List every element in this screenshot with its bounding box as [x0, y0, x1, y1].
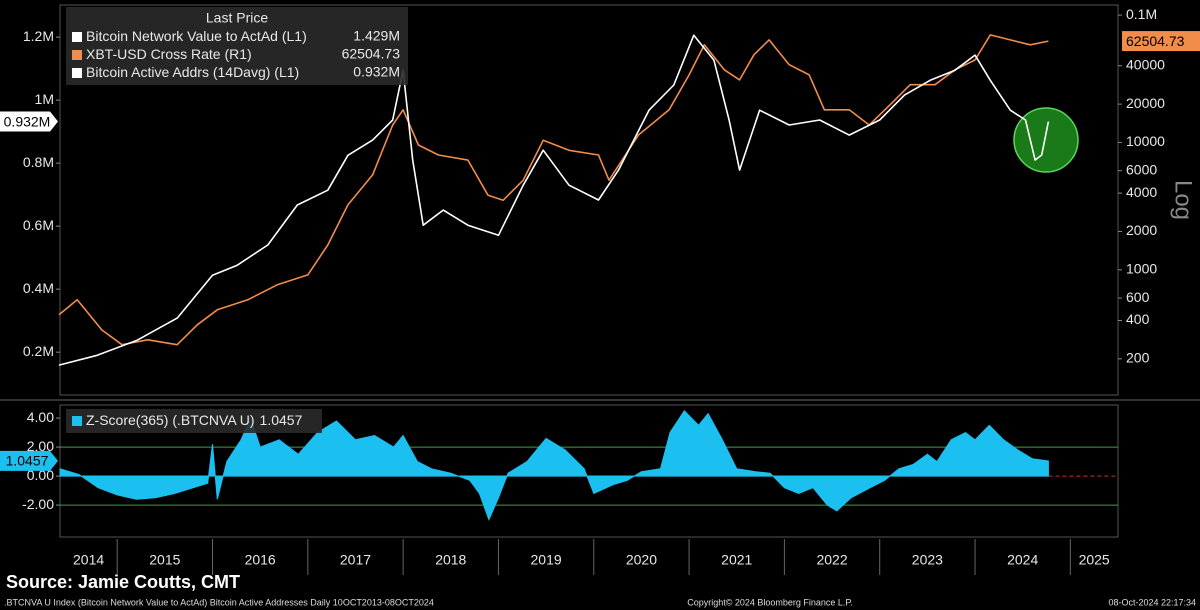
legend-swatch — [72, 32, 82, 42]
x-tick-label: 2017 — [340, 552, 371, 568]
timestamp: 08-Oct-2024 22:17:34 — [1108, 597, 1196, 607]
top-panel-frame — [59, 4, 1119, 396]
x-tick-label: 2020 — [626, 552, 657, 568]
y2-tick-label: 6000 — [1126, 161, 1157, 177]
legend-value: 62504.73 — [342, 46, 401, 62]
y-tick-label: 1M — [35, 91, 54, 107]
y2-tick-label: 0.1M — [1126, 6, 1157, 22]
y-tick-label: 2.00 — [27, 438, 54, 454]
y-tick-label: 0.8M — [23, 154, 54, 170]
y2-tick-label: 600 — [1126, 289, 1150, 305]
y-tick-label: -2.00 — [22, 496, 54, 512]
x-tick-label: 2018 — [435, 552, 466, 568]
legend-entry: XBT-USD Cross Rate (R1) — [86, 46, 252, 62]
x-tick-label: 2016 — [245, 552, 276, 568]
x-tick-label: 2024 — [1007, 552, 1038, 568]
source: Source: Jamie Coutts, CMT — [6, 572, 240, 592]
legend-name: XBT-USD Cross Rate (R1) — [86, 46, 252, 62]
last-value-label: 1.0457 — [6, 453, 49, 469]
legend-value: 0.932M — [353, 64, 400, 80]
legend-swatch — [72, 68, 82, 78]
legend-value: 1.429M — [353, 28, 400, 44]
last-value-box — [1122, 31, 1200, 52]
x-tick-label: 2014 — [73, 552, 104, 568]
legend-swatch — [72, 50, 82, 60]
series-line — [58, 34, 1049, 346]
x-tick-label: 2025 — [1079, 552, 1110, 568]
y2-tick-label: 40000 — [1126, 56, 1165, 72]
legend-name: Bitcoin Active Addrs (14Davg) (L1) — [86, 64, 299, 80]
last-value-box — [0, 111, 58, 132]
legend-value: 1.0457 — [260, 412, 303, 428]
x-tick-label: 2023 — [912, 552, 943, 568]
legend-box — [66, 7, 408, 85]
legend-swatch — [72, 416, 82, 426]
legend-name: Bitcoin Network Value to ActAd (L1) — [86, 28, 307, 44]
legend-entry: Bitcoin Network Value to ActAd (L1) — [86, 28, 307, 44]
description: .BTCNVA U Index (Bitcoin Network Value t… — [4, 597, 434, 607]
x-tick-label: 2019 — [531, 552, 562, 568]
last-value-box — [0, 450, 58, 471]
legend-entry: Bitcoin Active Addrs (14Davg) (L1) — [86, 64, 299, 80]
log-label: Log — [1170, 180, 1197, 220]
series-area — [59, 410, 1049, 521]
y-tick-label: 4.00 — [27, 409, 54, 425]
last-value-label: 62504.73 — [1126, 33, 1185, 49]
series-line — [58, 34, 1050, 366]
x-tick-label: 2015 — [149, 552, 180, 568]
x-tick-label: 2022 — [816, 552, 847, 568]
y2-tick-label: 20000 — [1126, 95, 1165, 111]
highlight-circle — [1013, 107, 1079, 173]
y-tick-label: 0.4M — [23, 280, 54, 296]
legend-name: Z-Score(365) (.BTCNVA U) — [86, 412, 255, 428]
legend-box — [66, 409, 322, 433]
y2-tick-label: 4000 — [1126, 184, 1157, 200]
y2-tick-label: 10000 — [1126, 133, 1165, 149]
y-tick-label: 1.2M — [23, 28, 54, 44]
y2-tick-label: 2000 — [1126, 222, 1157, 238]
y2-tick-label: 400 — [1126, 311, 1150, 327]
y2-tick-label: 1000 — [1126, 261, 1157, 277]
legend-entry: Z-Score(365) (.BTCNVA U) 1.0457 — [86, 412, 303, 428]
y-tick-label: 0.6M — [23, 217, 54, 233]
x-tick-label: 2021 — [721, 552, 752, 568]
copyright: Copyright© 2024 Bloomberg Finance L.P. — [687, 597, 853, 607]
y-tick-label: 0.2M — [23, 343, 54, 359]
last-value-label: 0.932M — [4, 113, 51, 129]
y2-tick-label: 200 — [1126, 350, 1150, 366]
legend-title: Last Price — [206, 10, 268, 26]
